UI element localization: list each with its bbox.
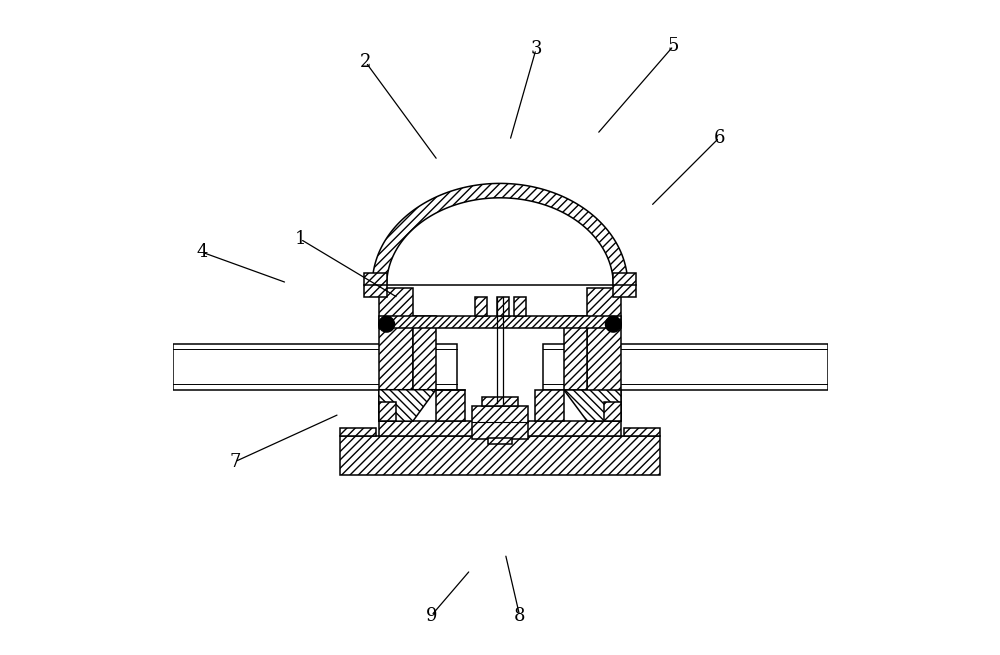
Bar bbox=[613, 273, 636, 297]
Text: 6: 6 bbox=[714, 128, 725, 147]
Polygon shape bbox=[387, 198, 613, 285]
Bar bbox=[482, 397, 518, 406]
Polygon shape bbox=[173, 344, 457, 390]
Bar bbox=[535, 390, 564, 421]
Text: 2: 2 bbox=[360, 53, 371, 71]
Bar bbox=[488, 438, 512, 444]
Bar bbox=[624, 428, 660, 436]
Bar bbox=[436, 390, 465, 421]
Text: 1: 1 bbox=[294, 230, 306, 248]
Bar bbox=[379, 316, 621, 328]
Circle shape bbox=[379, 316, 395, 332]
Bar bbox=[514, 297, 526, 316]
Bar bbox=[364, 273, 387, 297]
Polygon shape bbox=[372, 183, 628, 285]
Polygon shape bbox=[587, 288, 621, 421]
Bar bbox=[340, 428, 376, 436]
Text: 8: 8 bbox=[514, 607, 525, 625]
Bar bbox=[497, 297, 509, 316]
Text: 5: 5 bbox=[668, 37, 679, 55]
Bar bbox=[379, 421, 621, 436]
Bar bbox=[604, 402, 621, 421]
Text: 9: 9 bbox=[425, 607, 437, 625]
Polygon shape bbox=[564, 390, 621, 421]
Polygon shape bbox=[379, 288, 413, 421]
Polygon shape bbox=[543, 344, 828, 390]
Polygon shape bbox=[379, 390, 436, 421]
Text: 3: 3 bbox=[530, 40, 542, 58]
Text: 7: 7 bbox=[229, 453, 240, 471]
Bar bbox=[413, 316, 436, 390]
Text: 4: 4 bbox=[196, 243, 208, 261]
Polygon shape bbox=[340, 436, 660, 475]
Polygon shape bbox=[472, 406, 528, 439]
Bar bbox=[564, 316, 587, 390]
Bar bbox=[475, 297, 487, 316]
Circle shape bbox=[605, 316, 621, 332]
Bar bbox=[379, 402, 396, 421]
